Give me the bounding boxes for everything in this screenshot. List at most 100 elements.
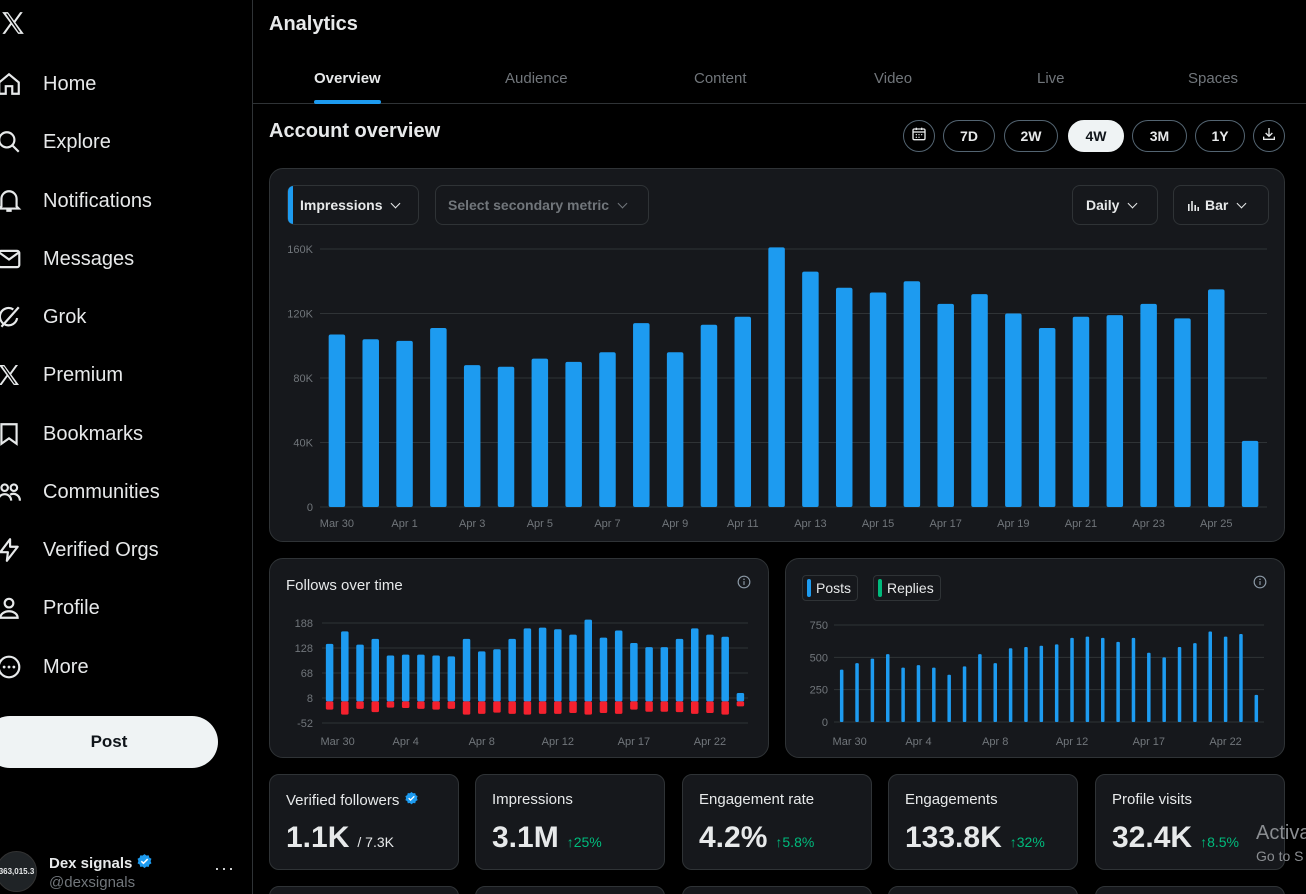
impressions-bar xyxy=(497,366,515,507)
unfollows-bar xyxy=(356,701,364,709)
tab-video[interactable]: Video xyxy=(874,52,912,104)
tab-content[interactable]: Content xyxy=(694,52,747,104)
tab-audience[interactable]: Audience xyxy=(505,52,568,104)
more-circle-icon xyxy=(0,654,22,680)
account-switcher[interactable]: 363,015.3 Dex signals @dexsignals ··· xyxy=(0,848,240,894)
y-tick-label: -52 xyxy=(297,718,313,730)
nav-home[interactable]: Home xyxy=(0,59,96,109)
secondary-metric-dropdown[interactable]: Select secondary metric xyxy=(435,185,649,225)
stat-delta: ↑8.5% xyxy=(1200,834,1239,850)
posts-bar xyxy=(870,658,875,722)
stat-card-row2 xyxy=(475,886,665,894)
stat-engagements[interactable]: Engagements 133.8K ↑32% xyxy=(888,774,1078,870)
stat-engagement-rate[interactable]: Engagement rate 4.2% ↑5.8% xyxy=(682,774,872,870)
unfollows-bar xyxy=(569,701,577,713)
tab-label: Spaces xyxy=(1188,69,1239,87)
follows-bar xyxy=(584,619,592,702)
posts-bar xyxy=(1223,636,1228,722)
range-4w-button[interactable]: 4W xyxy=(1068,120,1124,152)
nav-premium[interactable]: Premium xyxy=(0,350,123,400)
x-logo-icon[interactable] xyxy=(0,10,30,40)
chevron-down-icon xyxy=(391,198,401,208)
tab-live[interactable]: Live xyxy=(1037,52,1065,104)
posts-bar xyxy=(1116,641,1120,722)
chevron-down-icon xyxy=(617,198,628,208)
stat-verified-followers[interactable]: Verified followers 1.1K / 7.3K xyxy=(269,774,459,870)
posts-bar xyxy=(1039,645,1044,722)
primary-metric-dropdown[interactable]: Impressions xyxy=(287,185,419,225)
nav-grok[interactable]: Grok xyxy=(0,292,86,342)
person-icon xyxy=(0,595,22,621)
unfollows-bar xyxy=(386,701,395,708)
stat-card-row2 xyxy=(888,886,1078,894)
tab-spaces[interactable]: Spaces xyxy=(1188,52,1238,104)
posts-chart-card: Posts Replies 0 250 500 750 Mar 30 Apr 4 Apr 8… xyxy=(785,558,1285,758)
posts-bar xyxy=(1162,657,1166,722)
granularity-dropdown[interactable]: Daily xyxy=(1072,185,1158,225)
posts-bar xyxy=(916,665,921,722)
unfollows-bar xyxy=(417,701,425,709)
nav-explore[interactable]: Explore xyxy=(0,117,111,167)
bookmark-icon xyxy=(0,421,22,447)
posts-bar xyxy=(947,674,951,722)
nav-label: Bookmarks xyxy=(43,422,144,445)
unfollows-bar xyxy=(508,701,516,714)
download-icon xyxy=(1261,126,1277,147)
unfollows-bar xyxy=(736,701,745,707)
nav-label: More xyxy=(43,655,89,678)
posts-bar xyxy=(901,667,905,722)
stat-card-row2 xyxy=(682,886,872,894)
stat-value: 133.8K ↑32% xyxy=(905,821,1045,855)
follows-bar xyxy=(538,627,547,702)
stat-value-text: 4.2% xyxy=(699,821,768,854)
chart-type-label: Bar xyxy=(1205,197,1229,213)
legend-replies[interactable]: Replies xyxy=(873,575,941,601)
x-tick-label: Apr 21 xyxy=(1065,518,1097,530)
tab-overview[interactable]: Overview xyxy=(314,52,381,104)
stat-label-text: Verified followers xyxy=(286,792,400,809)
nav-communities[interactable]: Communities xyxy=(0,467,160,517)
follows-bar xyxy=(569,634,577,702)
unfollows-bar xyxy=(614,701,623,714)
unfollows-bar xyxy=(599,701,608,713)
x-tick-label: Apr 7 xyxy=(594,518,620,530)
range-1y-button[interactable]: 1Y xyxy=(1195,120,1245,152)
posts-bar xyxy=(1254,694,1259,722)
chart-type-dropdown[interactable]: Bar xyxy=(1173,185,1269,225)
more-icon[interactable]: ··· xyxy=(214,858,235,878)
nav-messages[interactable]: Messages xyxy=(0,234,134,284)
info-icon[interactable] xyxy=(737,575,751,589)
follows-bar xyxy=(341,631,349,702)
follows-bar xyxy=(325,643,334,702)
unfollows-bar xyxy=(554,701,562,714)
tab-label: Content xyxy=(694,69,747,87)
stat-profile-visits[interactable]: Profile visits 32.4K ↑8.5% xyxy=(1095,774,1285,870)
range-7d-button[interactable]: 7D xyxy=(943,120,995,152)
nav-verified-orgs[interactable]: Verified Orgs xyxy=(0,525,159,575)
range-3m-button[interactable]: 3M xyxy=(1132,120,1187,152)
posts-bar xyxy=(1054,644,1059,722)
download-button[interactable] xyxy=(1253,120,1285,152)
y-tick-label: 40K xyxy=(293,438,313,450)
x-tick-label: Apr 1 xyxy=(391,518,417,530)
follows-bar xyxy=(493,649,501,702)
legend-label: Posts xyxy=(816,580,852,596)
y-tick-label: 68 xyxy=(301,668,313,680)
nav-profile[interactable]: Profile xyxy=(0,583,100,633)
nav-notifications[interactable]: Notifications xyxy=(0,176,152,226)
stat-card-row2 xyxy=(1095,886,1285,894)
legend-posts[interactable]: Posts xyxy=(802,575,859,601)
range-2w-button[interactable]: 2W xyxy=(1004,120,1058,152)
y-tick-label: 8 xyxy=(307,693,313,705)
impressions-bar xyxy=(531,358,549,507)
stat-impressions[interactable]: Impressions 3.1M ↑25% xyxy=(475,774,665,870)
nav-bookmarks[interactable]: Bookmarks xyxy=(0,409,143,459)
info-icon[interactable] xyxy=(1253,575,1267,589)
unfollows-bar xyxy=(645,701,653,712)
calendar-icon xyxy=(911,126,927,147)
post-button[interactable]: Post xyxy=(0,716,218,768)
nav-more[interactable]: More xyxy=(0,642,89,692)
date-picker-button[interactable] xyxy=(903,120,935,152)
unfollows-bar xyxy=(675,701,684,713)
nav-label: Verified Orgs xyxy=(43,538,159,561)
